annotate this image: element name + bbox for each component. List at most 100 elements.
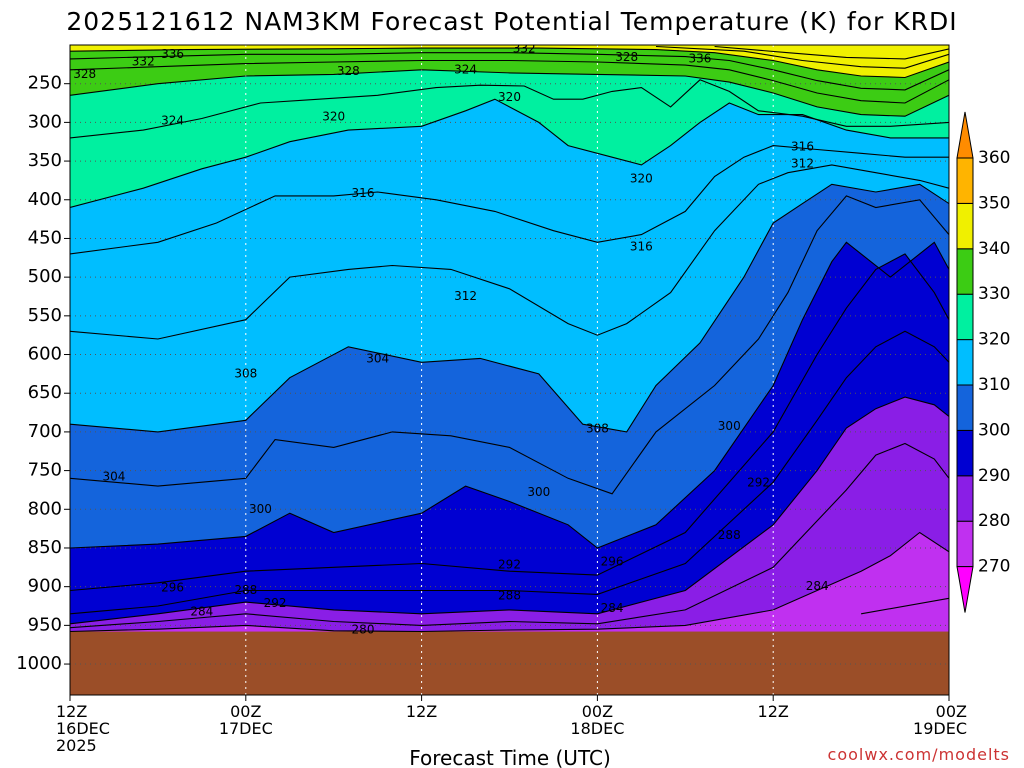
isentrope-label-300: 300: [249, 502, 272, 516]
y-tick-label-650: 650: [28, 382, 62, 403]
y-tick-label-550: 550: [28, 305, 62, 326]
x-tick-label-0-1: 16DEC: [56, 719, 110, 738]
isentrope-280: [70, 531, 949, 633]
chart-title: 2025121612 NAM3KM Forecast Potential Tem…: [66, 7, 957, 36]
y-tick-label-450: 450: [28, 227, 62, 248]
y-tick-label-250: 250: [28, 73, 62, 94]
isentrope-label-304: 304: [366, 352, 389, 366]
isentrope-label-292: 292: [747, 475, 770, 489]
y-tick-label-350: 350: [28, 150, 62, 171]
y-tick-label-900: 900: [28, 576, 62, 597]
isentrope-labels: 336 332 332 328 336 328 328 324 320 324 320 316 312 3…: [73, 45, 829, 637]
colorbar-segment-290: [956, 429, 974, 477]
isentrope-label-320: 320: [630, 171, 653, 185]
colorbar-segment-350: [956, 157, 974, 204]
isentrope-316: [70, 145, 949, 255]
colorbar-label-360: 360: [978, 148, 1010, 168]
ground-layer: [70, 631, 949, 695]
isentrope-label-288: 288: [234, 583, 257, 597]
y-tick-label-400: 400: [28, 189, 62, 210]
isentrope-284: [70, 442, 949, 629]
x-tick-label-12-0: 00Z: [230, 702, 261, 721]
isentrope-label-292: 292: [264, 596, 287, 610]
x-tick-label-12-1: 17DEC: [219, 719, 273, 738]
colorbar-label-310: 310: [978, 375, 1010, 395]
colorbar-segment-270: [956, 520, 974, 568]
isentrope-308: [70, 183, 949, 433]
colorbar-segment-320: [956, 293, 974, 341]
x-tick-label-60-1: 19DEC: [913, 719, 967, 738]
colorbar-label-280: 280: [978, 511, 1010, 531]
isentrope-label-328: 328: [337, 64, 360, 78]
colorbar-label-350: 350: [978, 193, 1010, 213]
isentrope-292: [70, 330, 949, 615]
y-tick-label-950: 950: [28, 614, 62, 635]
colorbar-segment-330: [956, 248, 974, 295]
isentrope-label-316: 316: [791, 140, 814, 154]
isentrope-label-316: 316: [630, 239, 653, 253]
y-tick-label-800: 800: [28, 498, 62, 519]
isentrope-label-300: 300: [718, 419, 741, 433]
isentrope-label-284: 284: [601, 601, 624, 615]
isentrope-label-328: 328: [615, 50, 638, 64]
colorbar-bottom-arrow: [956, 566, 974, 613]
isentrope-312: [70, 164, 949, 340]
isentrope-276: [861, 597, 949, 615]
isentrope-label-324: 324: [454, 62, 477, 76]
isentrope-label-336: 336: [161, 47, 184, 61]
isentrope-label-332: 332: [132, 55, 155, 69]
isentrope-label-284: 284: [806, 579, 829, 593]
colorbar-label-290: 290: [978, 466, 1010, 486]
colorbar-label-330: 330: [978, 284, 1010, 304]
colorbar-segment-310: [956, 339, 974, 386]
isentrope-328: [70, 69, 949, 117]
isentrope-label-312: 312: [791, 157, 814, 171]
credit-label: coolwx.com/modelts: [828, 745, 1010, 764]
isentrope-label-280: 280: [352, 623, 375, 637]
isentrope-344: [655, 45, 949, 69]
isentrope-label-324: 324: [161, 113, 184, 127]
x-tick-label-48-0: 12Z: [758, 702, 789, 721]
isentrope-label-300: 300: [527, 485, 550, 499]
isentrope-label-336: 336: [688, 51, 711, 65]
isentrope-label-296: 296: [161, 581, 184, 595]
colorbar-label-340: 340: [978, 239, 1010, 259]
y-tick-label-1000: 1000: [16, 653, 62, 674]
isentrope-label-316: 316: [352, 186, 375, 200]
isentrope-label-292: 292: [498, 558, 521, 572]
isentrope-label-312: 312: [454, 289, 477, 303]
y-tick-label-700: 700: [28, 421, 62, 442]
y-tick-label-500: 500: [28, 266, 62, 287]
isentrope-label-284: 284: [190, 605, 213, 619]
plot-area: 336 332 332 328 336 328 328 324 320 324 320 316 312 3…: [70, 45, 949, 695]
colorbar-label-320: 320: [978, 330, 1010, 350]
isentrope-324: [70, 79, 949, 139]
isentrope-label-288: 288: [498, 588, 521, 602]
isentrope-296: [70, 253, 949, 592]
colorbar-segment-280: [956, 475, 974, 522]
colorbar-segment-300: [956, 384, 974, 431]
y-tick-label-850: 850: [28, 537, 62, 558]
isentrope-label-320: 320: [498, 90, 521, 104]
x-tick-label-0-0: 12Z: [56, 702, 87, 721]
isentrope-348: [714, 45, 949, 60]
isentrope-304: [70, 195, 949, 495]
ground-fill: [70, 631, 949, 695]
isentrope-label-328: 328: [73, 67, 96, 81]
colorbar-label-300: 300: [978, 420, 1010, 440]
isentrope-label-320: 320: [322, 109, 345, 123]
isentrope-lines: [70, 45, 949, 633]
isentrope-label-296: 296: [601, 554, 624, 568]
isentrope-332: [70, 59, 949, 104]
isentrope-300: [70, 241, 949, 549]
isentrope-label-308: 308: [234, 366, 257, 380]
isentrope-288: [70, 396, 949, 625]
colorbar-segment-340: [956, 202, 974, 250]
x-tick-label-24-0: 12Z: [406, 702, 437, 721]
theta-color-bands: [70, 46, 949, 695]
x-tick-label-60-0: 00Z: [936, 702, 967, 721]
isentrope-label-304: 304: [102, 469, 125, 483]
x-tick-label-36-1: 18DEC: [570, 719, 624, 738]
